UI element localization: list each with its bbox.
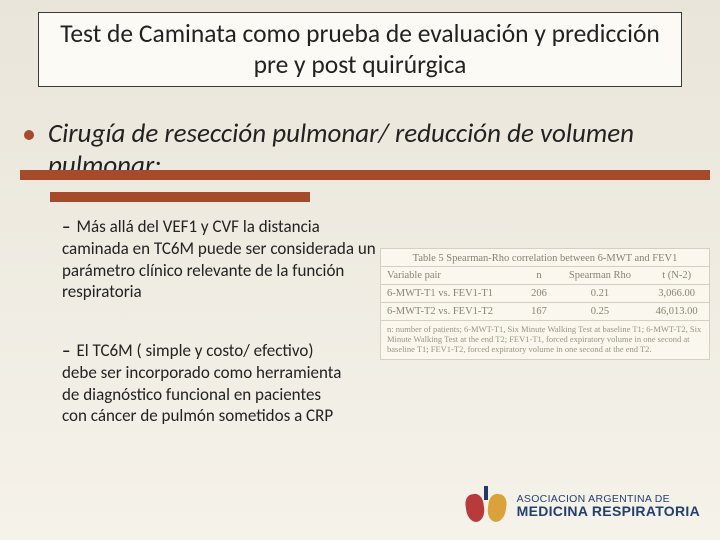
table-header: Spearman Rho bbox=[556, 267, 645, 285]
correlation-table: Variable pair n Spearman Rho t (N-2) 6-M… bbox=[381, 266, 709, 321]
bullet-dot-icon bbox=[24, 130, 34, 140]
sub-bullet-2: –El TC6M ( simple y costo/ efectivo) deb… bbox=[62, 340, 342, 427]
table-row: 6-MWT-T1 vs. FEV1-T1 206 0.21 3,066.00 bbox=[381, 285, 709, 303]
table-footnote: n: number of patients; 6-MWT-T1, Six Min… bbox=[381, 321, 709, 359]
dash-icon: – bbox=[62, 340, 70, 361]
lungs-icon bbox=[463, 486, 509, 526]
aamr-logo: ASOCIACION ARGENTINA DE MEDICINA RESPIRA… bbox=[463, 486, 700, 526]
sub-bullet-1-text: Más allá del VEF1 y CVF la distancia cam… bbox=[62, 216, 376, 302]
title-box: Test de Caminata como prueba de evaluaci… bbox=[38, 12, 682, 87]
slide: Test de Caminata como prueba de evaluaci… bbox=[0, 0, 720, 540]
accent-bar-2 bbox=[50, 192, 310, 202]
table-cell: 0.25 bbox=[556, 303, 645, 321]
table-header: Variable pair bbox=[381, 267, 522, 285]
table-caption: Table 5 Spearman-Rho correlation between… bbox=[381, 249, 709, 266]
table-cell: 3,066.00 bbox=[644, 285, 709, 303]
slide-title: Test de Caminata como prueba de evaluaci… bbox=[57, 19, 663, 80]
correlation-table-figure: Table 5 Spearman-Rho correlation between… bbox=[380, 248, 710, 360]
table-header: n bbox=[522, 267, 555, 285]
sub-bullet-1: –Más allá del VEF1 y CVF la distancia ca… bbox=[62, 216, 382, 303]
table-header-row: Variable pair n Spearman Rho t (N-2) bbox=[381, 267, 709, 285]
table-cell: 206 bbox=[522, 285, 555, 303]
table-cell: 0.21 bbox=[556, 285, 645, 303]
table-cell: 6-MWT-T2 vs. FEV1-T2 bbox=[381, 303, 522, 321]
table-cell: 6-MWT-T1 vs. FEV1-T1 bbox=[381, 285, 522, 303]
accent-bar-1 bbox=[20, 170, 710, 180]
table-cell: 167 bbox=[522, 303, 555, 321]
table-row: 6-MWT-T2 vs. FEV1-T2 167 0.25 46,013.00 bbox=[381, 303, 709, 321]
logo-line2: MEDICINA RESPIRATORIA bbox=[517, 504, 700, 518]
logo-text: ASOCIACION ARGENTINA DE MEDICINA RESPIRA… bbox=[517, 494, 700, 519]
table-cell: 46,013.00 bbox=[644, 303, 709, 321]
sub-bullet-2-text: El TC6M ( simple y costo/ efectivo) debe… bbox=[62, 340, 341, 426]
table-header: t (N-2) bbox=[644, 267, 709, 285]
dash-icon: – bbox=[62, 216, 70, 237]
